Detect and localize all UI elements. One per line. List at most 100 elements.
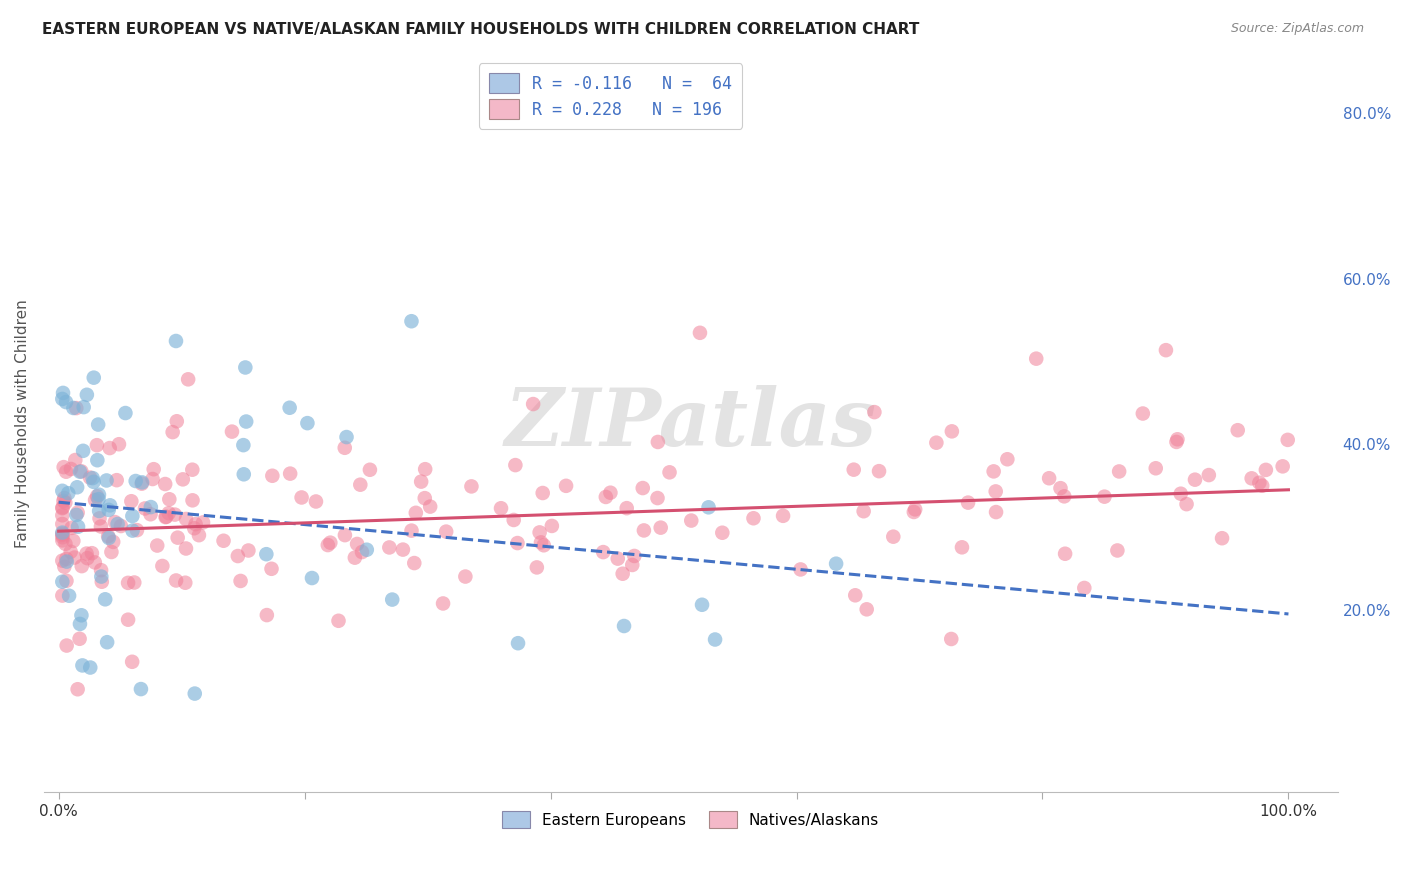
Text: Source: ZipAtlas.com: Source: ZipAtlas.com — [1230, 22, 1364, 36]
Point — [51, 516, 73, 531]
Point — [107, 516, 129, 531]
Point — [51, 525, 73, 540]
Point — [87, 488, 110, 502]
Point — [381, 592, 404, 607]
Point — [690, 598, 713, 612]
Point — [612, 566, 634, 581]
Point — [51, 533, 73, 548]
Point — [1025, 351, 1047, 366]
Point — [616, 501, 638, 516]
Point — [51, 589, 73, 603]
Point — [522, 397, 544, 411]
Point — [328, 614, 350, 628]
Point — [378, 541, 401, 555]
Point — [51, 483, 73, 498]
Point — [343, 550, 366, 565]
Point — [94, 592, 117, 607]
Point — [114, 406, 136, 420]
Point — [69, 465, 91, 479]
Point — [83, 555, 105, 569]
Point — [79, 470, 101, 484]
Point — [65, 453, 87, 467]
Point — [97, 529, 120, 543]
Point — [650, 521, 672, 535]
Point — [52, 385, 75, 400]
Point — [155, 509, 177, 524]
Point — [595, 490, 617, 504]
Point — [187, 528, 209, 542]
Point — [1108, 465, 1130, 479]
Point — [142, 472, 165, 486]
Point — [163, 508, 186, 522]
Point — [124, 575, 146, 590]
Point — [1170, 486, 1192, 500]
Point — [844, 588, 866, 602]
Point — [346, 537, 368, 551]
Point — [232, 438, 254, 452]
Point — [110, 519, 132, 533]
Text: ZIPatlas: ZIPatlas — [505, 384, 877, 462]
Point — [96, 635, 118, 649]
Y-axis label: Family Households with Children: Family Households with Children — [15, 299, 30, 548]
Point — [1277, 433, 1299, 447]
Point — [66, 506, 89, 520]
Point — [621, 558, 644, 572]
Point — [531, 486, 554, 500]
Point — [117, 613, 139, 627]
Point — [1211, 531, 1233, 545]
Point — [256, 608, 278, 623]
Point — [238, 543, 260, 558]
Point — [121, 655, 143, 669]
Point — [882, 530, 904, 544]
Point — [89, 511, 111, 525]
Point — [76, 388, 98, 402]
Point — [191, 516, 214, 530]
Point — [155, 510, 177, 524]
Point — [405, 506, 427, 520]
Point — [212, 533, 235, 548]
Point — [108, 437, 131, 451]
Point — [789, 562, 811, 576]
Point — [120, 494, 142, 508]
Point — [52, 500, 75, 515]
Point — [950, 541, 973, 555]
Point — [411, 475, 433, 489]
Point — [941, 425, 963, 439]
Point — [260, 562, 283, 576]
Point — [53, 559, 76, 574]
Point — [174, 512, 197, 526]
Point — [359, 463, 381, 477]
Point — [55, 574, 77, 588]
Point — [506, 636, 529, 650]
Point — [232, 467, 254, 482]
Point — [1054, 547, 1077, 561]
Point — [70, 464, 93, 478]
Point — [842, 463, 865, 477]
Point — [599, 485, 621, 500]
Point — [90, 563, 112, 577]
Point — [87, 417, 110, 432]
Point — [419, 500, 441, 514]
Point — [1049, 481, 1071, 495]
Point — [55, 552, 77, 566]
Point — [316, 538, 339, 552]
Point — [97, 531, 120, 545]
Point — [404, 556, 426, 570]
Point — [1144, 461, 1167, 475]
Point — [689, 326, 711, 340]
Point — [58, 589, 80, 603]
Point — [852, 504, 875, 518]
Point — [349, 477, 371, 491]
Point — [76, 547, 98, 561]
Point — [1073, 581, 1095, 595]
Point — [166, 531, 188, 545]
Point — [162, 425, 184, 439]
Point — [903, 505, 925, 519]
Point — [350, 545, 373, 559]
Point — [1271, 459, 1294, 474]
Point — [98, 441, 121, 455]
Point — [184, 517, 207, 532]
Point — [460, 479, 482, 493]
Point — [413, 462, 436, 476]
Point — [69, 616, 91, 631]
